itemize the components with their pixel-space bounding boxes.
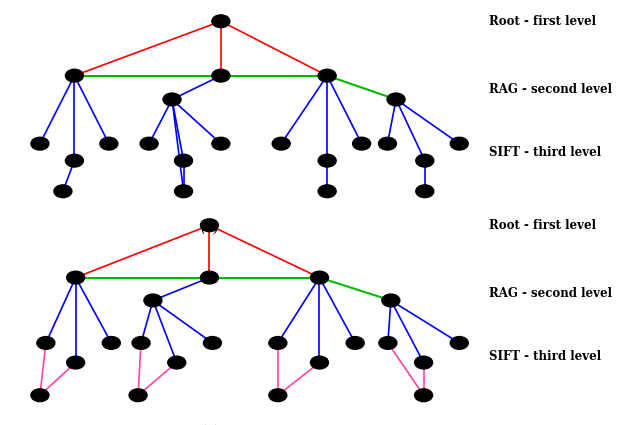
Ellipse shape [65,154,83,167]
Ellipse shape [67,271,84,284]
Ellipse shape [129,389,147,402]
Text: SIFT - third level: SIFT - third level [490,351,602,363]
Ellipse shape [54,185,72,198]
Ellipse shape [65,69,83,82]
Ellipse shape [100,137,118,150]
Ellipse shape [175,185,193,198]
Ellipse shape [318,69,336,82]
Ellipse shape [318,185,336,198]
Ellipse shape [212,69,230,82]
Ellipse shape [416,154,434,167]
Ellipse shape [379,337,397,349]
Ellipse shape [37,337,55,349]
Ellipse shape [310,271,328,284]
Ellipse shape [31,137,49,150]
Ellipse shape [31,389,49,402]
Ellipse shape [451,137,468,150]
Ellipse shape [382,294,400,307]
Ellipse shape [67,356,84,369]
Ellipse shape [387,93,405,106]
Text: Root - first level: Root - first level [490,219,596,232]
Ellipse shape [102,337,120,349]
Ellipse shape [415,356,433,369]
Ellipse shape [318,154,336,167]
Ellipse shape [416,185,434,198]
Ellipse shape [168,356,186,369]
Ellipse shape [140,137,158,150]
Ellipse shape [212,15,230,28]
Ellipse shape [353,137,371,150]
Ellipse shape [415,389,433,402]
Ellipse shape [269,337,287,349]
Ellipse shape [144,294,162,307]
Text: RAG - second level: RAG - second level [490,287,612,300]
Text: (a): (a) [200,221,219,235]
Ellipse shape [212,137,230,150]
Ellipse shape [204,337,221,349]
Ellipse shape [451,337,468,349]
Ellipse shape [132,337,150,349]
Ellipse shape [378,137,396,150]
Ellipse shape [346,337,364,349]
Ellipse shape [200,219,218,232]
Ellipse shape [200,271,218,284]
Text: RAG - second level: RAG - second level [490,83,612,96]
Ellipse shape [175,154,193,167]
Ellipse shape [310,356,328,369]
Ellipse shape [163,93,181,106]
Text: SIFT - third level: SIFT - third level [490,147,602,159]
Ellipse shape [272,137,290,150]
Ellipse shape [269,389,287,402]
Text: Root - first level: Root - first level [490,15,596,28]
